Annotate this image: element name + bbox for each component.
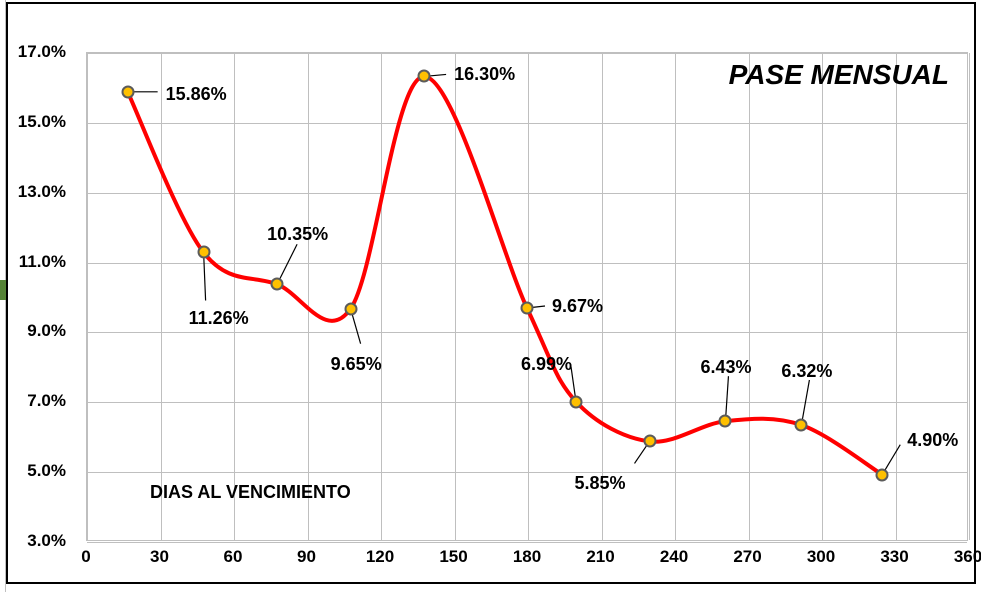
data-point [719, 415, 732, 428]
data-point [570, 395, 583, 408]
data-label: 15.86% [166, 84, 227, 105]
data-point [795, 419, 808, 432]
x-tick-label: 0 [81, 547, 90, 567]
grid-line-v [969, 53, 970, 540]
y-tick-label: 13.0% [18, 182, 66, 202]
y-tick-label: 17.0% [18, 42, 66, 62]
data-line [128, 76, 883, 474]
data-point [521, 302, 534, 315]
data-label: 10.35% [267, 224, 328, 245]
y-tick-label: 15.0% [18, 112, 66, 132]
data-point [197, 246, 210, 259]
x-tick-label: 360 [954, 547, 981, 567]
data-label: 16.30% [454, 64, 515, 85]
y-tick-label: 5.0% [27, 461, 66, 481]
x-tick-label: 300 [807, 547, 835, 567]
y-tick-label: 9.0% [27, 321, 66, 341]
x-tick-label: 90 [297, 547, 316, 567]
x-tick-label: 180 [513, 547, 541, 567]
data-label: 4.90% [907, 430, 958, 451]
leader-line [204, 252, 206, 300]
data-point [876, 468, 889, 481]
y-tick-label: 11.0% [19, 252, 66, 272]
x-tick-label: 60 [224, 547, 243, 567]
x-tick-label: 240 [660, 547, 688, 567]
x-tick-label: 120 [366, 547, 394, 567]
data-label: 9.67% [552, 296, 603, 317]
y-tick-label: 3.0% [27, 531, 66, 551]
data-label: 6.32% [781, 361, 832, 382]
data-label: 11.26% [189, 308, 249, 329]
data-point [271, 278, 284, 291]
data-label: 6.99% [521, 354, 572, 375]
x-tick-label: 210 [586, 547, 614, 567]
data-label: 5.85% [575, 473, 626, 494]
data-label: 9.65% [331, 354, 382, 375]
data-point [643, 435, 656, 448]
x-tick-label: 270 [733, 547, 761, 567]
data-label: 6.43% [700, 357, 751, 378]
line-chart-svg [86, 52, 968, 541]
data-point [344, 302, 357, 315]
grid-line-h [87, 542, 967, 543]
x-tick-label: 30 [150, 547, 169, 567]
y-tick-label: 7.0% [27, 391, 66, 411]
x-tick-label: 330 [880, 547, 908, 567]
data-point [121, 85, 134, 98]
x-tick-label: 150 [439, 547, 467, 567]
data-point [418, 70, 431, 83]
chart-frame: PASE MENSUAL DIAS AL VENCIMIENTO 3.0%5.0… [6, 2, 976, 584]
